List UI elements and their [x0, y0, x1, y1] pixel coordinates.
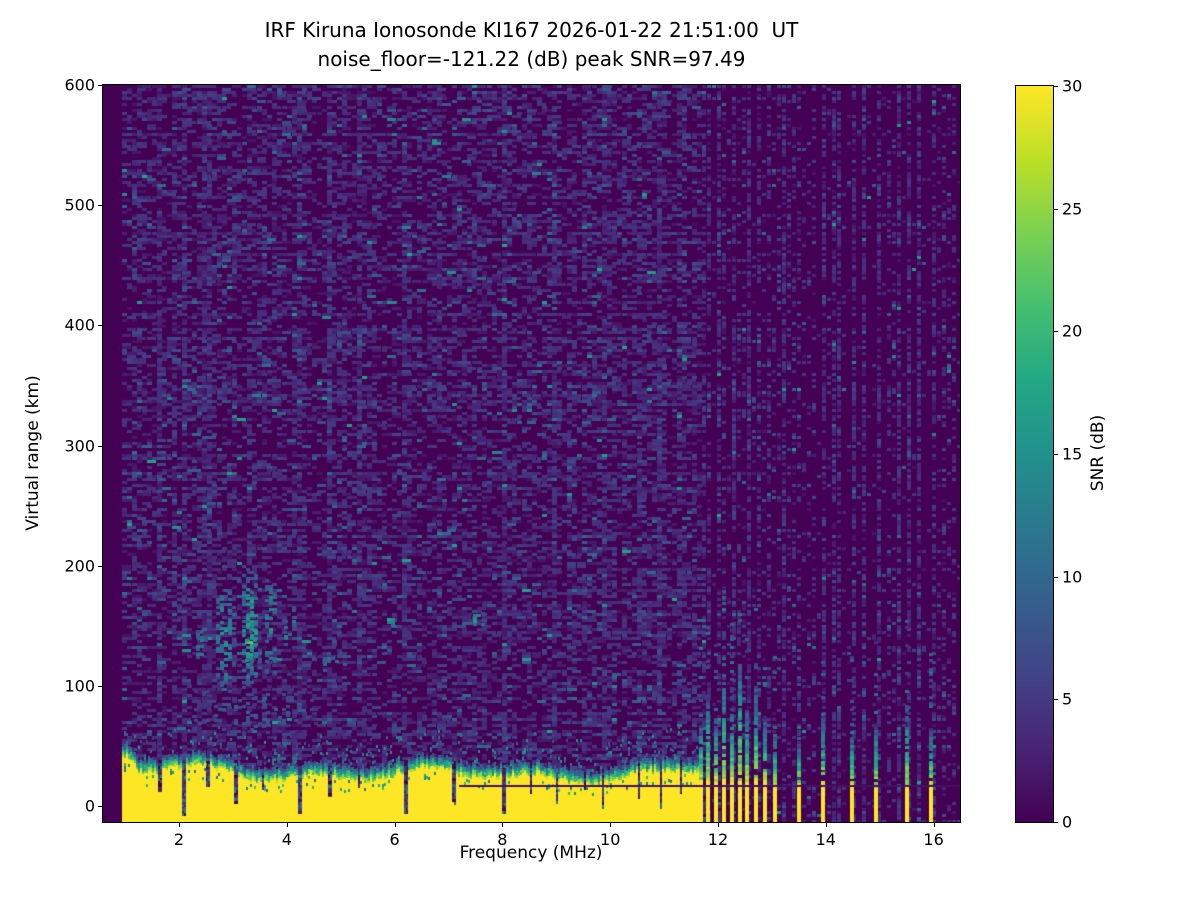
y-tick-label: 600 [64, 75, 95, 95]
colorbar-tick-mark [1054, 454, 1058, 455]
colorbar-tick-label: 15 [1062, 444, 1083, 464]
colorbar-tick-label: 0 [1062, 812, 1073, 832]
colorbar-tick-label: 20 [1062, 321, 1083, 341]
x-tick-label: 10 [600, 830, 621, 849]
y-tick-label: 0 [84, 796, 95, 816]
y-tick-mark [98, 325, 102, 327]
x-tick-mark [394, 823, 396, 827]
y-tick-mark [98, 806, 102, 808]
x-tick-label: 16 [923, 830, 944, 849]
chart-title-line2: noise_floor=-121.22 (dB) peak SNR=97.49 [317, 47, 746, 71]
y-axis-label: Virtual range (km) [23, 375, 43, 531]
y-tick-label: 500 [64, 195, 95, 215]
x-tick-label: 8 [497, 830, 508, 849]
x-tick-mark [610, 823, 612, 827]
x-tick-label: 14 [815, 830, 836, 849]
y-tick-mark [98, 205, 102, 207]
x-tick-mark [825, 823, 827, 827]
y-tick-mark [98, 686, 102, 688]
x-tick-mark [933, 823, 935, 827]
colorbar-tick-mark [1054, 331, 1058, 333]
colorbar-tick-mark [1054, 576, 1058, 578]
plot-area [102, 84, 961, 823]
colorbar-tick-mark [1054, 699, 1058, 701]
x-tick-label: 6 [389, 830, 400, 849]
y-tick-label: 300 [64, 436, 95, 456]
chart-title-line1: IRF Kiruna Ionosonde KI167 2026-01-22 21… [264, 18, 799, 42]
x-tick-label: 4 [281, 830, 292, 849]
x-tick-mark [178, 823, 180, 827]
x-tick-label: 12 [707, 830, 729, 849]
x-axis-label: Frequency (MHz) [459, 843, 603, 863]
colorbar-tick-mark [1054, 208, 1058, 210]
y-tick-mark [98, 565, 102, 567]
colorbar-tick-mark [1054, 822, 1058, 823]
y-tick-mark [98, 85, 102, 86]
colorbar-tick-label: 10 [1062, 567, 1083, 587]
y-tick-label: 200 [64, 556, 95, 576]
chart-title: IRF Kiruna Ionosonde KI167 2026-01-22 21… [103, 16, 960, 74]
y-tick-label: 400 [64, 315, 95, 335]
colorbar [1015, 85, 1054, 823]
x-tick-label: 2 [173, 830, 185, 849]
x-tick-mark [717, 823, 719, 827]
y-tick-mark [98, 445, 102, 447]
y-tick-label: 100 [64, 676, 95, 696]
colorbar-tick-label: 5 [1062, 689, 1073, 709]
colorbar-tick-mark [1054, 86, 1058, 87]
colorbar-tick-label: 25 [1062, 199, 1083, 219]
x-tick-mark [502, 823, 504, 827]
colorbar-tick-label: 30 [1062, 76, 1083, 96]
colorbar-label: SNR (dB) [1088, 414, 1108, 492]
ionogram-heatmap-canvas [103, 85, 960, 822]
x-tick-mark [286, 823, 288, 827]
